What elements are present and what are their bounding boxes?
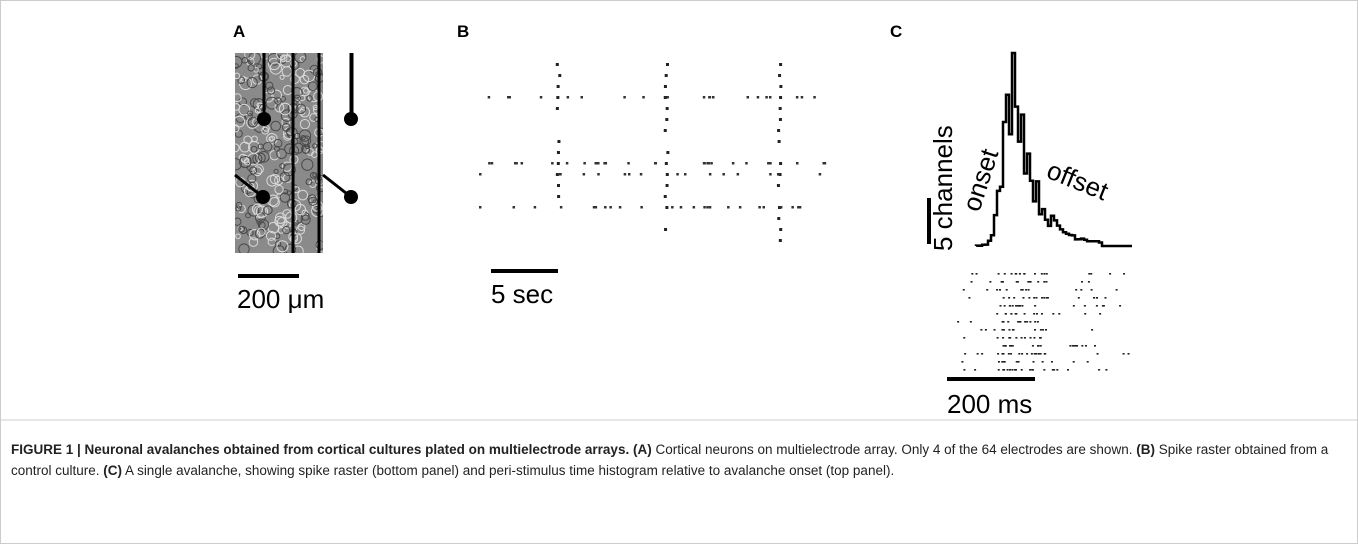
- figure-panels: A B C 200 μm 5 sec 5 channels onset offs…: [1, 22, 1357, 421]
- scale-label: 5 sec: [491, 279, 553, 309]
- caption-text: Spike raster obtained from a control cul…: [11, 442, 1329, 478]
- caption: FIGURE 1 | Neuronal avalanches obtained …: [11, 439, 1347, 481]
- caption-text: (A): [629, 442, 652, 457]
- caption-text: Cortical neurons on multielectrode array…: [651, 442, 1133, 457]
- caption-text: (B): [1132, 442, 1155, 457]
- histogram: [974, 51, 1132, 248]
- scale-label: 5 channels: [928, 125, 958, 251]
- spike-raster: [957, 273, 1130, 371]
- caption-text: FIGURE 1 | Neuronal avalanches obtained …: [11, 442, 630, 457]
- panel-label: C: [890, 22, 902, 41]
- annotation: offset: [1043, 155, 1113, 207]
- panel-label: A: [233, 22, 245, 41]
- caption-text: (C): [99, 463, 123, 478]
- spike-raster: [478, 63, 827, 242]
- electrode-image: [234, 53, 358, 253]
- scale-label: 200 μm: [237, 284, 324, 314]
- panel-label: B: [457, 22, 469, 41]
- caption-text: A single avalanche, showing spike raster…: [122, 463, 895, 478]
- scale-label: 200 ms: [947, 389, 1032, 419]
